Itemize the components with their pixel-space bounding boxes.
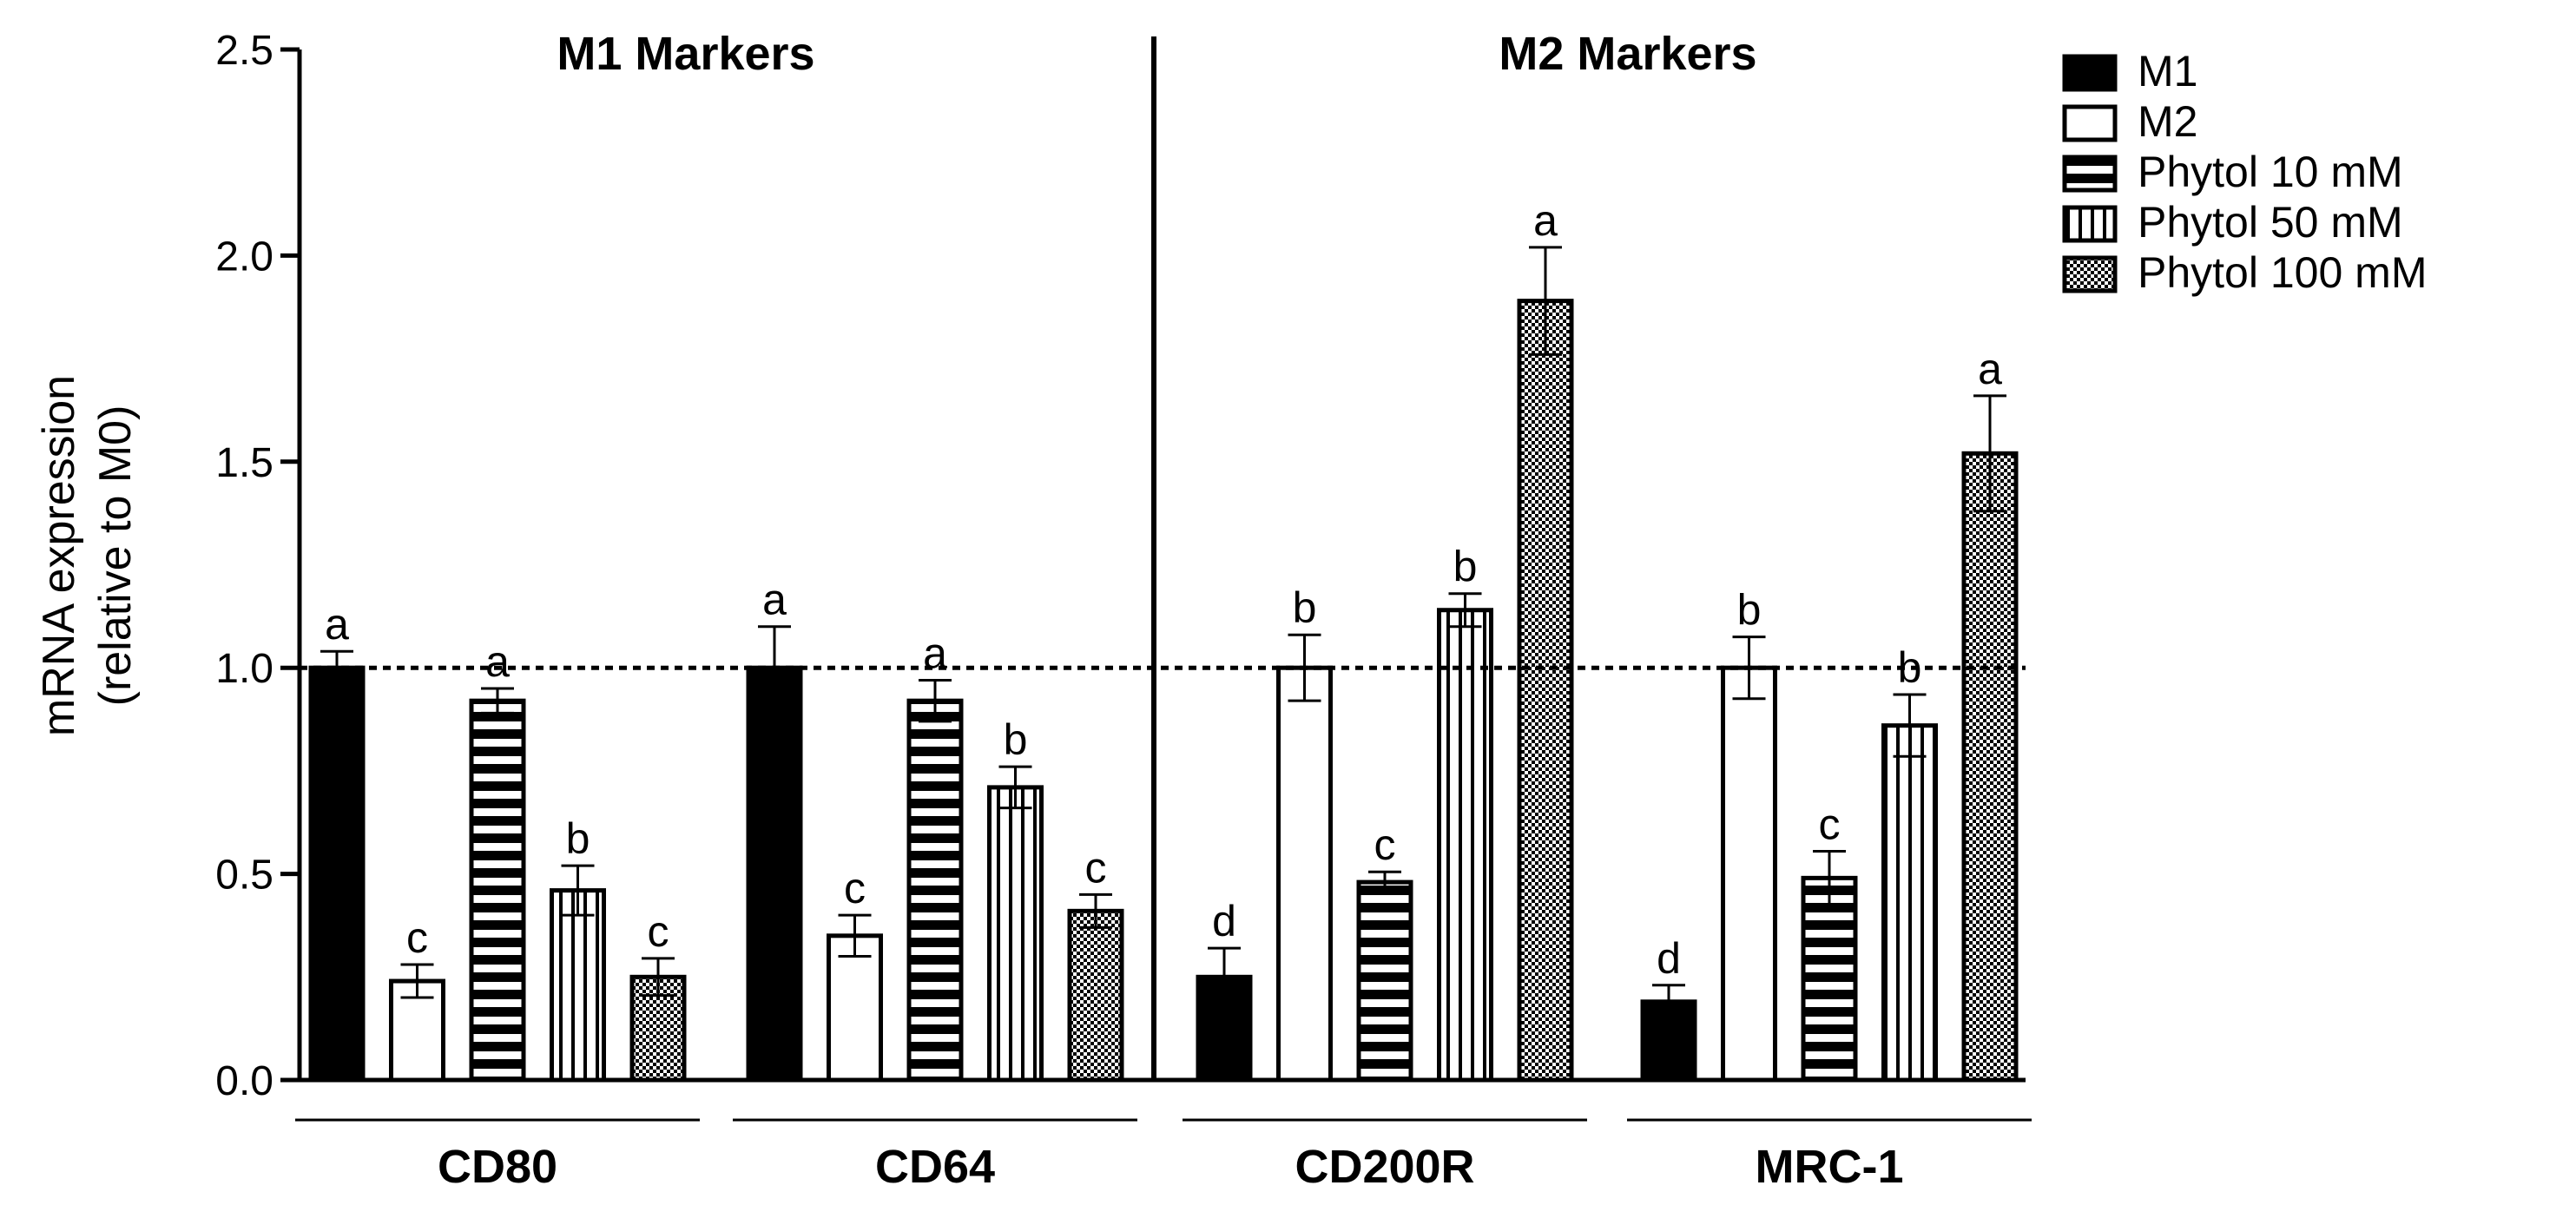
bar xyxy=(1961,451,2019,1083)
bar xyxy=(1276,665,1333,1083)
significance-label: c xyxy=(844,864,866,912)
legend-label: M2 xyxy=(2138,97,2197,146)
bar xyxy=(1517,299,1574,1083)
y-tick-label: 0.0 xyxy=(215,1058,273,1104)
legend-swatch xyxy=(2062,54,2118,92)
significance-label: d xyxy=(1657,934,1681,983)
category-label: MRC-1 xyxy=(1756,1141,1904,1193)
legend-swatch xyxy=(2062,255,2118,293)
significance-label: c xyxy=(406,913,428,962)
significance-label: b xyxy=(1737,586,1762,635)
significance-label: a xyxy=(325,600,349,649)
significance-label: b xyxy=(1453,543,1478,591)
legend-label: Phytol 50 mM xyxy=(2138,198,2403,247)
bar xyxy=(746,665,803,1083)
significance-label: a xyxy=(762,576,787,624)
section-label-m2: M2 Markers xyxy=(1499,28,1756,80)
bar xyxy=(308,665,366,1083)
bar xyxy=(827,933,883,1083)
category-label: CD64 xyxy=(875,1141,995,1193)
category-label: CD80 xyxy=(438,1141,557,1193)
significance-label: b xyxy=(1293,583,1317,632)
significance-label: b xyxy=(566,814,590,863)
bar xyxy=(906,698,964,1083)
section-label-m1: M1 Markers xyxy=(557,28,814,80)
legend-swatch xyxy=(2062,104,2118,142)
bar xyxy=(469,698,526,1083)
y-tick-label: 1.0 xyxy=(215,646,273,692)
significance-label: a xyxy=(1978,345,2002,393)
legend-swatch xyxy=(2062,205,2118,243)
significance-label: a xyxy=(1533,196,1558,245)
category-label: CD200R xyxy=(1295,1141,1474,1193)
y-axis-label-line1: mRNA expression xyxy=(34,375,84,736)
significance-label: b xyxy=(1004,715,1028,764)
significance-label: d xyxy=(1212,897,1236,945)
bar xyxy=(550,888,606,1083)
y-tick-label: 1.5 xyxy=(215,440,273,486)
y-tick-label: 2.0 xyxy=(215,234,273,280)
y-tick-label: 2.5 xyxy=(215,28,273,74)
significance-label: a xyxy=(485,637,510,686)
y-axis-label-line2: (relative to M0) xyxy=(90,405,141,707)
significance-label: c xyxy=(1085,843,1107,892)
bar xyxy=(1437,608,1493,1083)
legend-label: Phytol 100 mM xyxy=(2138,248,2427,297)
bar xyxy=(1721,665,1777,1083)
bar xyxy=(1881,723,1938,1083)
significance-label: a xyxy=(923,629,947,677)
bar xyxy=(987,785,1044,1083)
legend-label: M1 xyxy=(2138,47,2197,95)
legend-label: Phytol 10 mM xyxy=(2138,148,2403,196)
significance-label: c xyxy=(1819,800,1841,848)
bar xyxy=(1801,875,1858,1083)
bar xyxy=(1067,908,1124,1083)
significance-label: c xyxy=(648,907,669,956)
bar xyxy=(1356,879,1413,1083)
y-tick-label: 0.5 xyxy=(215,853,273,899)
legend-swatch xyxy=(2062,155,2118,193)
significance-label: c xyxy=(1374,820,1396,869)
